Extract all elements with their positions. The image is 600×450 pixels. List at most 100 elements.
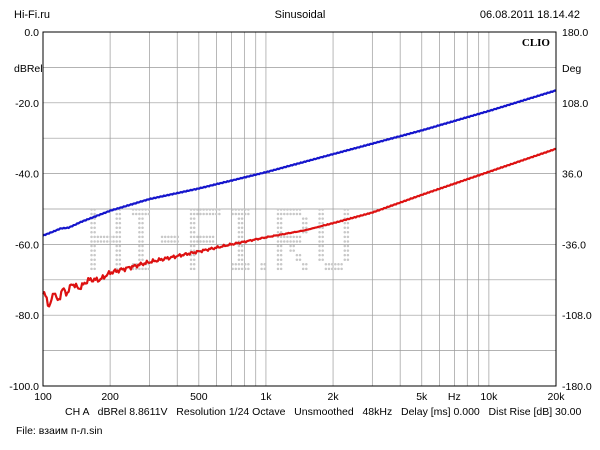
watermark-dot — [106, 235, 109, 239]
watermark-dot — [346, 208, 350, 211]
watermark-dot — [192, 231, 196, 234]
watermark-dot — [237, 226, 241, 230]
watermark-dot — [276, 221, 280, 225]
watermark-dot — [196, 212, 199, 216]
watermark-dot — [237, 267, 241, 271]
watermark-dot — [160, 235, 164, 239]
series-line-blue — [42, 89, 557, 237]
watermark-dot — [93, 212, 96, 216]
watermark-dot — [211, 235, 215, 239]
watermark-dot — [279, 249, 283, 252]
watermark-dot — [301, 263, 305, 266]
watermark-dot — [141, 253, 144, 257]
watermark-dot — [240, 253, 244, 257]
watermark-dot — [346, 249, 350, 252]
watermark-dot — [305, 221, 308, 225]
y-axis-left-label: dBRel — [14, 63, 43, 75]
watermark-dot — [118, 231, 122, 234]
watermark-dot — [276, 231, 280, 234]
watermark-dot — [237, 249, 241, 252]
x-tick-label: 200 — [101, 391, 119, 403]
watermark-dot — [189, 235, 193, 239]
watermark-dot — [237, 221, 241, 225]
watermark-dot — [115, 212, 118, 216]
watermark-dot — [301, 217, 305, 220]
watermark-dot — [189, 258, 193, 261]
watermark-dot — [321, 217, 324, 220]
watermark-dot — [340, 267, 343, 271]
watermark-dot — [90, 226, 93, 230]
watermark-dot — [234, 267, 238, 271]
chart-tick-labels: 0.0 -20.0 -40.0 -60.0 -80.0 -100.0 180.0 108.0 3… — [9, 27, 592, 403]
x-tick-label: 1k — [260, 391, 272, 403]
watermark-dot — [202, 208, 205, 211]
watermark-dot — [202, 235, 205, 239]
watermark-dot — [189, 221, 193, 225]
watermark-dot — [90, 263, 93, 266]
watermark-dot — [99, 235, 103, 239]
watermark-dot — [141, 226, 144, 230]
watermark-dot — [324, 267, 328, 271]
watermark-dot — [279, 240, 283, 243]
watermark-dot — [247, 263, 250, 266]
watermark-dot — [93, 231, 96, 234]
watermark-dot — [343, 244, 347, 248]
watermark-dot — [295, 253, 299, 257]
x-tick-label: 100 — [34, 391, 52, 403]
watermark-dot — [192, 208, 196, 211]
watermark-dot — [276, 244, 280, 248]
watermark-dot — [138, 221, 141, 225]
watermark-dot — [93, 221, 96, 225]
watermark-dot — [141, 235, 144, 239]
watermark-dot — [321, 249, 324, 252]
watermark-dot — [93, 208, 96, 211]
watermark-dot — [343, 253, 347, 257]
watermark-dot — [93, 267, 96, 271]
watermark-dot — [243, 212, 247, 216]
watermark-dot — [321, 208, 324, 211]
watermark-dot — [346, 226, 350, 230]
watermark-dot — [298, 240, 302, 243]
watermark-dot — [112, 235, 115, 239]
watermark-dot — [141, 240, 144, 243]
watermark-dot — [131, 208, 135, 211]
watermark-dot — [205, 240, 209, 243]
watermark-dot — [214, 212, 218, 216]
watermark-dot — [318, 244, 321, 248]
watermark-dot — [318, 231, 321, 234]
watermark-dot — [99, 240, 103, 243]
watermark-dot — [192, 221, 196, 225]
watermark-dot — [118, 249, 122, 252]
watermark-dot — [115, 263, 118, 266]
x-tick-label: 5k — [416, 391, 428, 403]
watermark-dot — [192, 244, 196, 248]
watermark-dot — [115, 235, 118, 239]
watermark-dot — [292, 208, 295, 211]
watermark-dot — [276, 253, 280, 257]
watermark-dot — [90, 253, 93, 257]
watermark-dot — [343, 249, 347, 252]
watermark-dot — [276, 249, 280, 252]
watermark-dot — [276, 226, 280, 230]
watermark-dot — [237, 231, 241, 234]
watermark-dot — [286, 212, 289, 216]
watermark-dot — [189, 240, 193, 243]
watermark-dot — [163, 240, 167, 243]
watermark-dot — [109, 235, 112, 239]
watermark-dot — [205, 235, 209, 239]
watermark-dot — [298, 253, 302, 257]
watermark-dot — [334, 267, 337, 271]
watermark-dot — [211, 212, 215, 216]
watermark-dot — [276, 217, 280, 220]
watermark-dot — [283, 240, 286, 243]
watermark-dot — [289, 208, 292, 211]
watermark-dot — [279, 263, 283, 266]
watermark-dot — [118, 212, 122, 216]
watermark-dot — [243, 208, 247, 211]
watermark-dot — [231, 263, 234, 266]
watermark-dot — [346, 221, 350, 225]
watermark-dot — [192, 240, 196, 243]
watermark-dot — [208, 208, 212, 211]
watermark-dot — [321, 258, 324, 261]
watermark-dot — [90, 240, 93, 243]
